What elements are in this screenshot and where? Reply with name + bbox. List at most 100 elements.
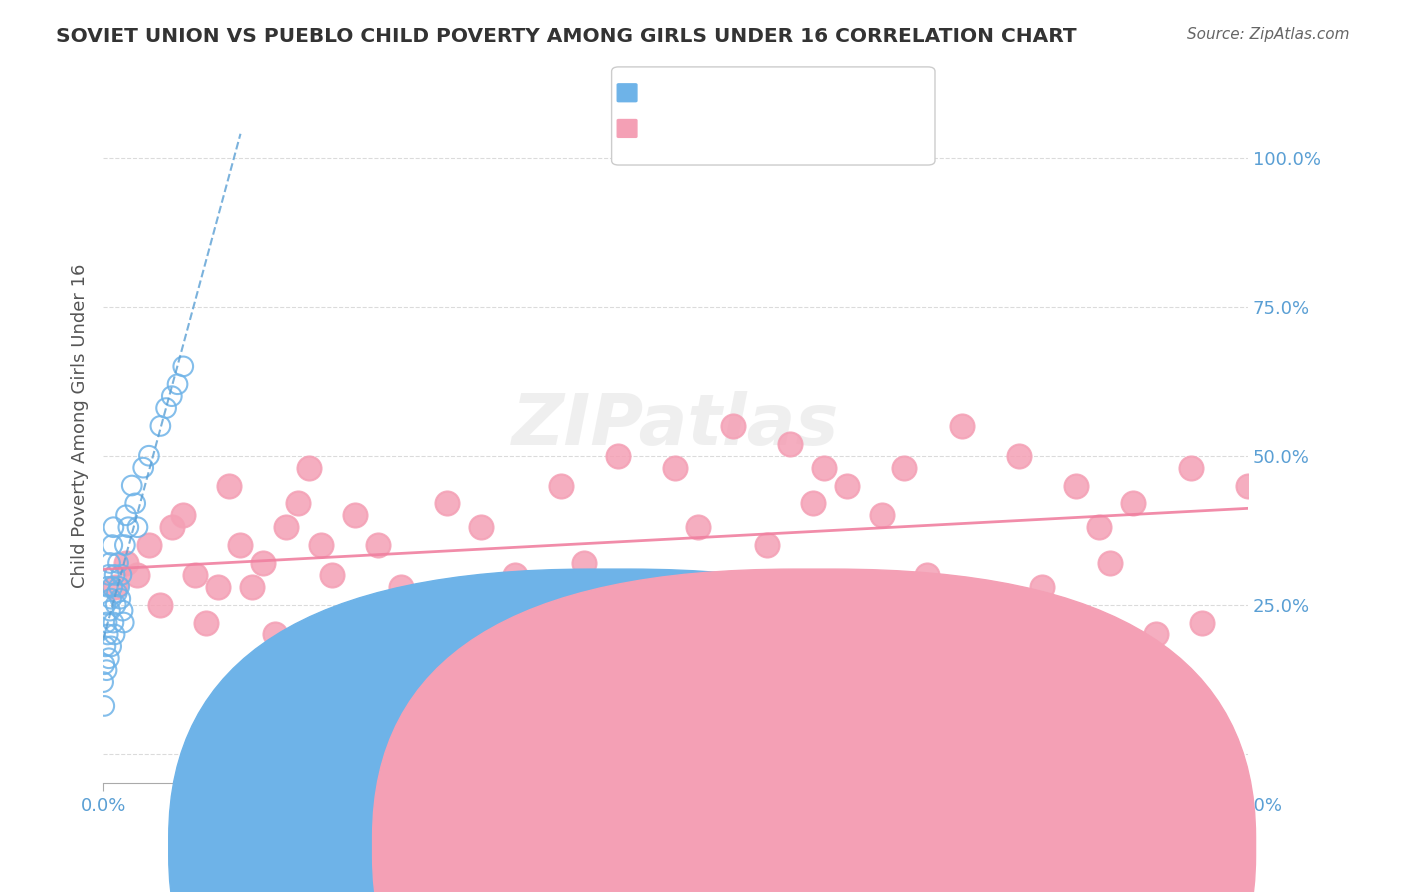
Text: R = 0.327: R = 0.327 [636,85,734,103]
Point [160,389,183,403]
Point [470,520,492,534]
Point [127,520,149,534]
Text: N = 42: N = 42 [787,85,855,103]
Point [343,508,366,523]
Point [607,449,630,463]
Point [98,604,121,618]
Point [97,580,120,594]
Point [160,520,183,534]
Point [321,567,343,582]
Point [172,508,194,523]
Point [1008,449,1031,463]
Point [115,508,138,523]
Point [100,591,122,606]
Point [101,538,124,552]
Text: Source: ZipAtlas.com: Source: ZipAtlas.com [1187,27,1350,42]
Point [550,478,572,492]
Point [121,478,143,492]
Point [1099,556,1122,570]
Point [103,567,125,582]
Point [138,449,160,463]
Point [641,591,664,606]
Point [813,460,835,475]
Text: Soviet Union: Soviet Union [640,837,754,855]
Point [389,580,412,594]
Point [103,627,125,641]
Point [104,598,127,612]
Point [110,567,132,582]
Point [721,419,744,434]
Point [917,567,939,582]
Point [149,598,172,612]
Point [240,580,263,594]
Point [124,496,146,510]
Point [155,401,177,415]
Point [183,567,205,582]
Point [218,478,240,492]
Point [114,538,136,552]
Point [1191,615,1213,630]
Point [263,627,285,641]
Point [412,598,434,612]
Point [93,698,115,713]
Point [97,651,120,665]
Point [893,460,915,475]
Point [572,556,595,570]
Point [166,377,188,392]
Point [111,604,134,618]
Point [229,538,252,552]
Point [117,520,139,534]
Point [94,598,117,612]
Point [870,508,893,523]
Point [252,556,274,570]
Point [132,460,155,475]
Point [688,520,710,534]
Point [110,591,132,606]
Point [492,657,515,672]
Point [309,538,332,552]
Point [276,520,298,534]
Point [503,567,526,582]
Point [1031,580,1053,594]
Point [172,359,194,374]
Text: N = 58: N = 58 [787,120,855,138]
Point [138,538,160,552]
Point [97,567,120,582]
Point [101,580,124,594]
Point [97,627,120,641]
Point [287,496,309,510]
Point [1180,460,1202,475]
Point [263,675,285,690]
Point [1144,627,1167,641]
Point [108,580,131,594]
Point [107,556,129,570]
Point [103,520,125,534]
Point [367,538,389,552]
Point [950,419,973,434]
Text: SOVIET UNION VS PUEBLO CHILD POVERTY AMONG GIRLS UNDER 16 CORRELATION CHART: SOVIET UNION VS PUEBLO CHILD POVERTY AMO… [56,27,1077,45]
Y-axis label: Child Poverty Among Girls Under 16: Child Poverty Among Girls Under 16 [72,264,89,588]
Point [195,615,218,630]
Point [664,460,686,475]
Point [149,419,172,434]
Point [115,556,138,570]
Point [756,538,779,552]
Text: R = 0.216: R = 0.216 [636,120,734,138]
Point [801,496,824,510]
Point [984,598,1007,612]
Point [93,657,115,672]
Point [436,496,458,510]
Point [527,687,550,701]
Point [1122,496,1144,510]
Point [207,580,229,594]
Point [103,580,125,594]
Text: ZIPatlas: ZIPatlas [512,392,839,460]
Point [127,567,149,582]
Point [100,640,122,654]
Point [94,640,117,654]
Point [837,478,859,492]
Point [96,615,118,630]
Point [96,663,118,677]
Point [1064,478,1087,492]
Point [103,615,125,630]
